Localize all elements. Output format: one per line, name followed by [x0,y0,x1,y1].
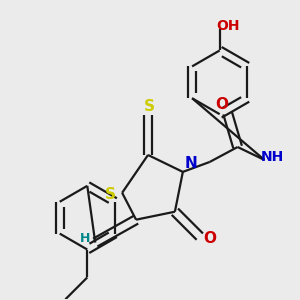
Text: N: N [184,156,197,171]
Text: S: S [143,99,155,114]
Text: O: O [203,231,216,246]
Text: O: O [215,97,228,112]
Text: S: S [105,187,116,202]
Text: OH: OH [216,19,239,33]
Text: NH: NH [261,150,284,164]
Text: H: H [80,232,91,245]
